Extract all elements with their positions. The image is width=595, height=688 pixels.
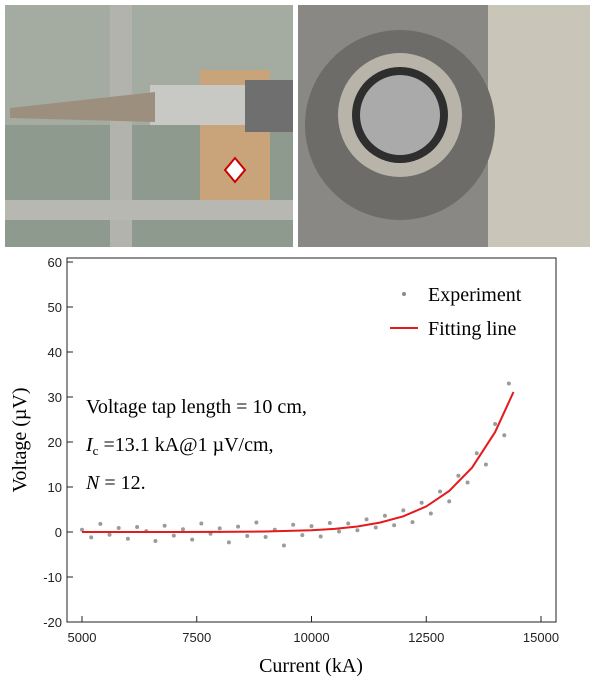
annotation-line: N = 12. <box>85 472 146 494</box>
x-tick-label: 7500 <box>182 630 211 645</box>
x-tick-label: 10000 <box>293 630 329 645</box>
symbol: I <box>85 434 94 456</box>
x-tick-label: 12500 <box>408 630 444 645</box>
y-tick-label: 20 <box>48 435 62 450</box>
y-tick-label: 50 <box>48 300 62 315</box>
data-point <box>410 520 415 525</box>
data-point <box>199 521 204 526</box>
annotation-line: Ic =13.1 kA@1 µV/cm, <box>85 434 274 458</box>
data-point <box>263 534 268 539</box>
data-point <box>254 520 259 525</box>
data-point <box>171 533 176 538</box>
y-axis-label: Voltage (µV) <box>9 387 31 492</box>
y-tick-label: 0 <box>55 525 62 540</box>
data-point <box>281 543 286 548</box>
y-tick-label: 40 <box>48 345 62 360</box>
data-point <box>373 525 378 530</box>
data-point <box>236 524 241 529</box>
legend-label: Experiment <box>428 284 522 306</box>
data-point <box>135 525 140 530</box>
data-point <box>217 526 222 531</box>
data-point <box>401 508 406 513</box>
data-point <box>190 537 195 542</box>
annotation-line: Voltage tap length = 10 cm, <box>86 396 307 418</box>
legend-swatch <box>402 292 406 296</box>
data-point <box>80 527 84 532</box>
x-axis-label: Current (kA) <box>259 655 363 677</box>
data-point <box>419 500 424 505</box>
data-point <box>438 489 443 494</box>
data-point <box>291 522 296 527</box>
text: = 12. <box>99 472 145 494</box>
data-point <box>502 433 507 438</box>
data-point <box>226 540 231 545</box>
data-point <box>327 521 332 525</box>
data-point <box>300 533 305 538</box>
data-point <box>98 521 103 526</box>
symbol: N <box>85 472 101 494</box>
data-point <box>493 422 498 426</box>
data-point <box>392 523 397 528</box>
x-tick-label: 5000 <box>68 630 97 645</box>
data-point <box>474 451 479 456</box>
subscript: c <box>93 443 99 458</box>
data-point <box>337 529 342 534</box>
data-point <box>382 513 387 518</box>
data-point <box>180 527 185 532</box>
data-point <box>465 480 470 485</box>
data-point <box>116 525 121 530</box>
data-point <box>125 536 130 541</box>
photo-cable <box>5 5 293 247</box>
y-tick-label: 60 <box>48 255 62 270</box>
data-point <box>107 532 112 537</box>
y-tick-label: 30 <box>48 390 62 405</box>
data-point <box>309 524 314 529</box>
data-point <box>89 535 94 540</box>
data-point <box>245 534 250 539</box>
fit-line <box>82 391 515 533</box>
legend-label: Fitting line <box>428 318 516 340</box>
y-tick-label: -10 <box>43 570 62 585</box>
data-point <box>318 534 323 539</box>
data-point <box>456 473 461 478</box>
data-point <box>428 511 433 516</box>
y-tick-label: 10 <box>48 480 62 495</box>
data-point <box>364 517 369 522</box>
annotation: Voltage tap length = 10 cm, Ic =13.1 kA@… <box>85 396 307 494</box>
data-point <box>506 381 511 386</box>
data-point <box>153 539 158 543</box>
data-point <box>162 523 167 528</box>
text: =13.1 kA@1 µV/cm, <box>98 434 273 456</box>
photo-cross-section <box>298 5 590 247</box>
data-point <box>346 521 351 526</box>
plot <box>67 261 542 623</box>
data-point <box>355 528 360 533</box>
y-tick-label: -20 <box>43 615 62 630</box>
x-tick-label: 15000 <box>523 630 559 645</box>
data-point <box>483 462 488 467</box>
data-point <box>447 499 452 504</box>
